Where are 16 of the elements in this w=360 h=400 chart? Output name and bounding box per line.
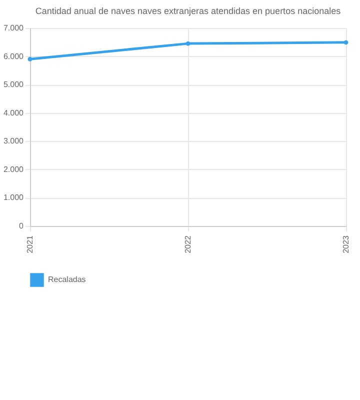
x-tick-label: 2021 bbox=[26, 234, 34, 254]
point bbox=[186, 41, 190, 46]
point bbox=[344, 40, 348, 45]
point bbox=[28, 56, 32, 62]
y-tick-label: 4.000 bbox=[3, 108, 24, 118]
legend-label: Recaladas bbox=[48, 275, 86, 284]
chart-title: Cantidad anual de naves naves extranjeras atendidas en puertos nacionales bbox=[35, 6, 342, 16]
y-tick-label: 0 bbox=[19, 222, 24, 230]
y-tick-label: 6.000 bbox=[3, 52, 24, 61]
x-tick-label: 2022 bbox=[184, 234, 192, 254]
y-tick-label: 1.000 bbox=[3, 193, 24, 202]
y-tick-label: 5.000 bbox=[3, 80, 24, 90]
y-tick-label: 2.000 bbox=[3, 164, 24, 174]
y-tick-label: 3.000 bbox=[3, 136, 24, 146]
x-tick-label: 2023 bbox=[342, 234, 350, 254]
y-tick-label: 7.000 bbox=[3, 24, 24, 32]
